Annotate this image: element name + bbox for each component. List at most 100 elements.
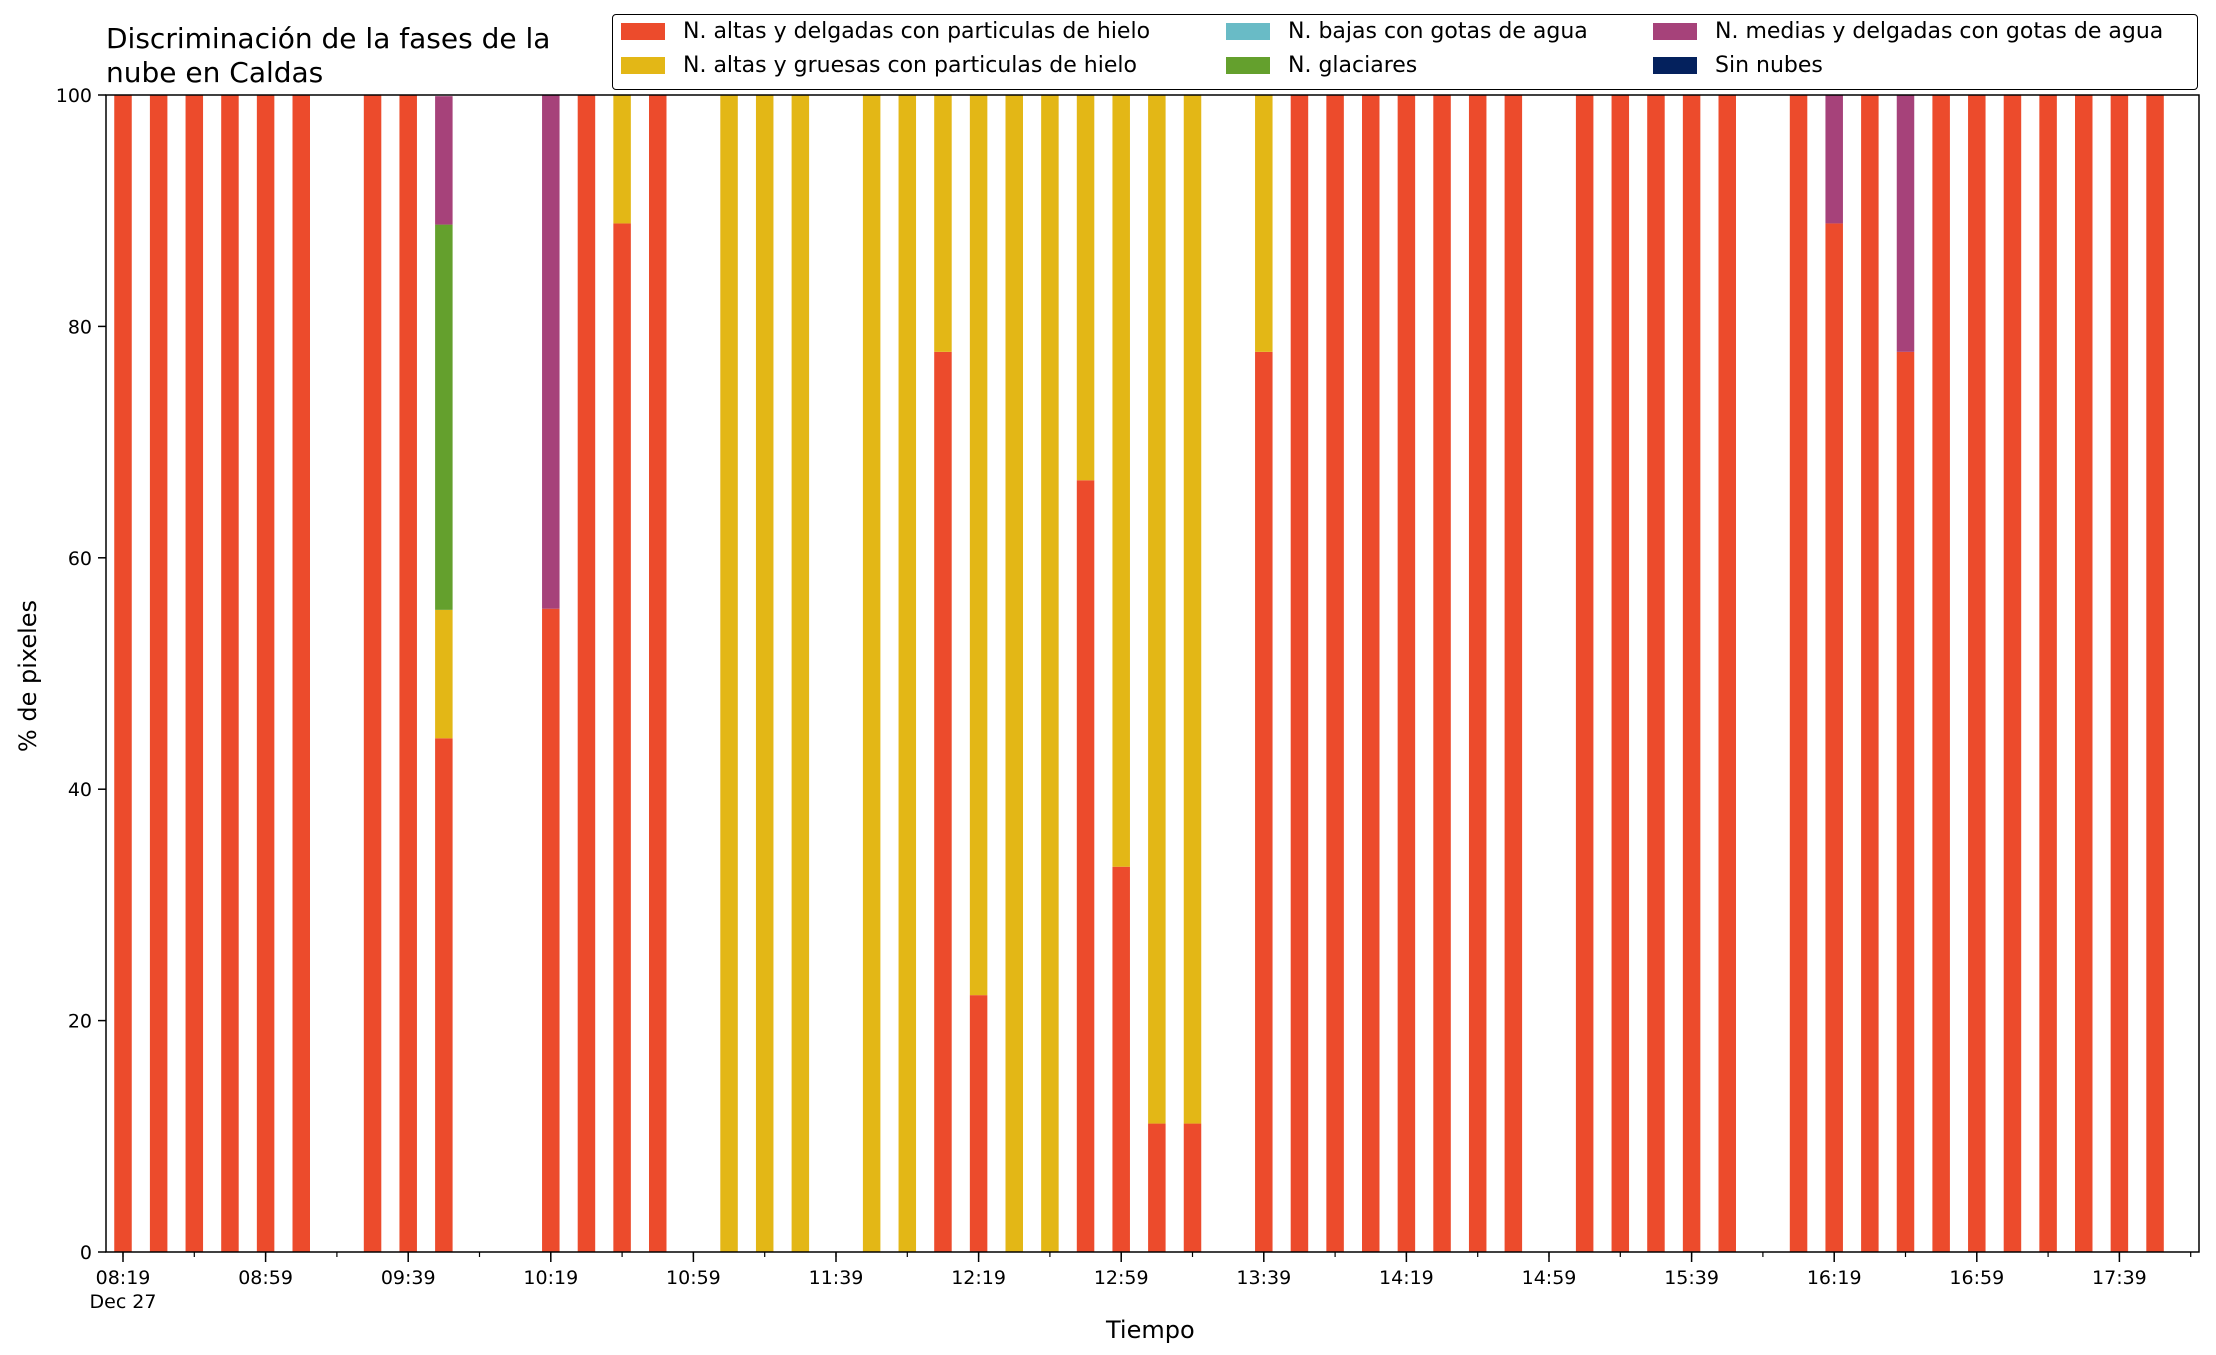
- y-tick-label: 60: [68, 548, 92, 570]
- x-tick-label: 12:59: [1094, 1267, 1149, 1289]
- bar-segment-hielo-gruesas: [1112, 95, 1130, 867]
- bar-segment-hielo-delgadas: [1148, 1123, 1166, 1252]
- x-tick-label: 11:39: [809, 1267, 864, 1289]
- bar-segment-hielo-delgadas: [649, 95, 667, 1252]
- bar-segment-hielo-delgadas: [292, 95, 310, 1252]
- x-tick-label: 08:19: [96, 1267, 151, 1289]
- bar-segment-hielo-delgadas: [577, 95, 596, 1252]
- legend-label: N. medias y delgadas con gotas de agua: [1715, 19, 2164, 44]
- bar-segment-hielo-delgadas: [1611, 95, 1630, 1252]
- bar-segment-hielo-gruesas: [791, 95, 810, 1252]
- legend-label: N. glaciares: [1288, 53, 1418, 78]
- x-tick-label: 14:19: [1379, 1267, 1434, 1289]
- legend-swatch: [621, 23, 665, 40]
- bar-segment-hielo-delgadas: [1682, 95, 1701, 1252]
- chart-title: Discriminación de la fases de la nube en…: [106, 22, 551, 89]
- bar-segment-hielo-delgadas: [1575, 95, 1594, 1252]
- bar-segment-medias-agua: [1825, 95, 1843, 224]
- x-tick-label: 15:39: [1664, 1267, 1719, 1289]
- bar-segment-hielo-delgadas: [1647, 95, 1665, 1252]
- bar-segment-medias-agua: [1896, 95, 1915, 352]
- x-tick-label: 10:19: [523, 1267, 578, 1289]
- bar-segment-hielo-delgadas: [1468, 95, 1487, 1252]
- legend-swatch: [1653, 57, 1697, 74]
- x-tick-label: 16:19: [1807, 1267, 1862, 1289]
- bar-segment-hielo-gruesas: [969, 95, 988, 996]
- bar-segment-hielo-delgadas: [114, 95, 132, 1252]
- legend-swatch: [1653, 23, 1697, 40]
- bar-segment-hielo-gruesas: [613, 95, 631, 224]
- bar-segment-hielo-delgadas: [435, 738, 453, 1252]
- bar-segment-medias-agua: [542, 95, 560, 609]
- legend-label: Sin nubes: [1715, 53, 1823, 78]
- bar-segment-hielo-delgadas: [1183, 1123, 1202, 1252]
- bar-segment-hielo-gruesas: [755, 95, 774, 1252]
- x-axis-label: Tiempo: [1106, 1316, 1195, 1344]
- bars-layer: [114, 95, 2164, 1253]
- bar-segment-hielo-gruesas: [1041, 95, 1059, 1252]
- bar-segment-hielo-delgadas: [2003, 95, 2022, 1252]
- legend: N. altas y delgadas con particulas de hi…: [612, 14, 2198, 90]
- bar-segment-hielo-delgadas: [1397, 95, 1416, 1252]
- bar-segment-hielo-gruesas: [1005, 95, 1023, 1252]
- bar-segment-hielo-gruesas: [898, 95, 917, 1252]
- bar-segment-hielo-delgadas: [1861, 95, 1879, 1252]
- bar-segment-hielo-delgadas: [149, 95, 168, 1252]
- x-tick-label: 08:59: [238, 1267, 293, 1289]
- bar-segment-hielo-delgadas: [1255, 351, 1273, 1253]
- bar-segment-hielo-gruesas: [1076, 95, 1095, 481]
- legend-swatch: [621, 57, 665, 74]
- x-tick-date-label: Dec 27: [90, 1291, 157, 1313]
- y-tick-label: 0: [80, 1242, 92, 1264]
- legend-label: N. bajas con gotas de agua: [1288, 19, 1588, 44]
- bar-segment-hielo-delgadas: [1968, 95, 1986, 1252]
- bar-segment-hielo-delgadas: [399, 95, 417, 1252]
- legend-label: N. altas y delgadas con particulas de hi…: [683, 19, 1151, 44]
- bar-segment-hielo-gruesas: [1183, 95, 1202, 1124]
- legend-label: N. altas y gruesas con particulas de hie…: [683, 53, 1137, 78]
- bar-segment-hielo-delgadas: [1433, 95, 1451, 1252]
- bar-segment-hielo-delgadas: [2039, 95, 2057, 1252]
- bar-segment-hielo-delgadas: [2110, 95, 2129, 1252]
- y-tick-label: 80: [68, 316, 92, 338]
- bar-segment-hielo-delgadas: [1076, 480, 1095, 1252]
- bar-segment-hielo-delgadas: [1825, 223, 1843, 1253]
- y-tick-label: 100: [56, 85, 92, 107]
- y-axis-label: % de pixeles: [14, 599, 42, 753]
- bar-segment-hielo-delgadas: [613, 223, 631, 1253]
- bar-segment-hielo-gruesas: [1148, 95, 1166, 1124]
- y-tick-label: 20: [68, 1011, 92, 1033]
- bar-segment-hielo-gruesas: [720, 95, 738, 1252]
- bar-segment-hielo-gruesas: [435, 609, 453, 739]
- x-tick-label: 14:59: [1522, 1267, 1577, 1289]
- bar-segment-hielo-gruesas: [862, 95, 881, 1252]
- legend-swatch: [1226, 23, 1270, 40]
- x-tick-label: 09:39: [381, 1267, 436, 1289]
- bar-segment-hielo-delgadas: [1718, 95, 1736, 1252]
- x-tick-label: 13:39: [1236, 1267, 1291, 1289]
- bar-segment-medias-agua: [435, 96, 453, 225]
- x-tick-label: 10:59: [666, 1267, 721, 1289]
- x-tick-label: 12:19: [951, 1267, 1006, 1289]
- bar-segment-hielo-delgadas: [2075, 95, 2093, 1252]
- bar-segment-hielo-gruesas: [1255, 95, 1273, 352]
- legend-item-bajas-agua: N. bajas con gotas de agua: [1226, 19, 1588, 44]
- legend-swatch: [1226, 57, 1270, 74]
- legend-item-hielo-gruesas: N. altas y gruesas con particulas de hie…: [621, 53, 1137, 78]
- bar-segment-hielo-delgadas: [1896, 351, 1915, 1253]
- bar-segment-hielo-delgadas: [1362, 95, 1380, 1252]
- plot-frame: [105, 94, 2200, 1253]
- axes-layer: [105, 94, 2200, 1253]
- bar-segment-hielo-delgadas: [1504, 95, 1523, 1252]
- y-tick-label: 40: [68, 779, 92, 801]
- bar-segment-hielo-delgadas: [1789, 95, 1808, 1252]
- legend-item-sin-nubes: Sin nubes: [1653, 53, 1823, 78]
- bar-segment-hielo-delgadas: [1290, 95, 1309, 1252]
- bar-segment-hielo-delgadas: [221, 95, 239, 1252]
- x-tick-label: 16:59: [1949, 1267, 2004, 1289]
- bar-segment-hielo-delgadas: [363, 95, 382, 1252]
- bar-segment-glaciares: [435, 224, 453, 610]
- bar-segment-hielo-delgadas: [1112, 866, 1130, 1252]
